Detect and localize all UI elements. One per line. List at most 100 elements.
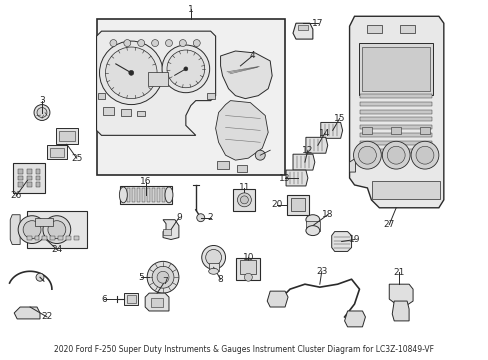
Bar [358, 43, 432, 95]
Circle shape [193, 40, 200, 46]
Circle shape [100, 41, 163, 105]
Bar [419, 127, 429, 134]
Text: 14: 14 [319, 129, 330, 138]
Bar [74, 235, 79, 239]
Polygon shape [305, 137, 327, 153]
Circle shape [244, 273, 252, 281]
Circle shape [255, 150, 264, 160]
Polygon shape [163, 220, 179, 239]
Text: 7: 7 [162, 277, 167, 286]
Bar [26, 168, 32, 174]
Circle shape [152, 266, 174, 288]
Circle shape [410, 141, 438, 169]
Bar [47, 145, 67, 159]
Bar [208, 264, 218, 271]
Bar [360, 109, 431, 113]
Circle shape [240, 196, 248, 204]
Bar [360, 133, 431, 137]
Circle shape [205, 249, 221, 265]
Circle shape [18, 216, 46, 243]
Ellipse shape [208, 268, 218, 274]
Bar [286, 195, 308, 215]
Circle shape [167, 50, 204, 88]
Bar [26, 183, 32, 188]
Polygon shape [349, 158, 355, 172]
Circle shape [162, 45, 209, 93]
Bar [35, 235, 40, 239]
Bar [18, 183, 22, 188]
Text: 20: 20 [271, 200, 282, 209]
Circle shape [110, 40, 117, 46]
Bar [390, 127, 400, 134]
Text: 2020 Ford F-250 Super Duty Instruments & Gauges Instrument Cluster Diagram for L: 2020 Ford F-250 Super Duty Instruments &… [54, 345, 433, 354]
Bar [58, 235, 63, 239]
Text: 13: 13 [279, 174, 290, 183]
Bar [360, 149, 431, 153]
Bar [360, 94, 431, 98]
Bar [216, 161, 228, 169]
Polygon shape [292, 154, 314, 170]
Polygon shape [14, 307, 40, 319]
Bar [206, 93, 214, 99]
Circle shape [415, 146, 433, 164]
Circle shape [183, 67, 187, 71]
Circle shape [358, 146, 376, 164]
Text: 22: 22 [41, 312, 52, 321]
Circle shape [43, 216, 71, 243]
Bar [102, 107, 114, 114]
Text: 16: 16 [140, 177, 152, 186]
Bar [372, 181, 439, 199]
Text: 11: 11 [238, 184, 250, 193]
Circle shape [382, 141, 409, 169]
Text: 23: 23 [315, 267, 327, 276]
Bar [96, 19, 285, 175]
Text: 21: 21 [393, 268, 404, 277]
Circle shape [105, 47, 157, 99]
Text: 10: 10 [242, 253, 254, 262]
Circle shape [196, 214, 204, 222]
Text: 6: 6 [102, 294, 107, 303]
Polygon shape [320, 122, 342, 138]
Circle shape [179, 40, 186, 46]
Circle shape [23, 221, 41, 239]
Text: 17: 17 [311, 19, 323, 28]
Bar [147, 188, 150, 202]
Bar [127, 188, 130, 202]
Bar [152, 188, 155, 202]
Bar [360, 125, 431, 129]
Circle shape [386, 146, 404, 164]
Bar [120, 186, 172, 204]
Ellipse shape [119, 187, 127, 203]
Polygon shape [145, 293, 169, 311]
Bar [151, 298, 163, 306]
Bar [290, 198, 305, 211]
Circle shape [36, 273, 44, 281]
Bar [132, 188, 135, 202]
Bar [148, 72, 168, 86]
Polygon shape [285, 170, 307, 186]
Ellipse shape [305, 215, 319, 225]
Bar [50, 235, 55, 239]
Bar [13, 163, 45, 193]
Text: 24: 24 [51, 245, 62, 254]
Polygon shape [266, 291, 287, 307]
Polygon shape [292, 23, 312, 39]
Polygon shape [220, 51, 272, 99]
Circle shape [123, 40, 130, 46]
Text: 5: 5 [138, 273, 144, 282]
Circle shape [237, 193, 251, 207]
Bar [360, 141, 431, 145]
Polygon shape [331, 231, 351, 251]
Text: 3: 3 [39, 96, 45, 105]
Circle shape [138, 40, 144, 46]
Bar [142, 188, 145, 202]
Bar [26, 235, 32, 239]
Bar [137, 111, 145, 117]
Circle shape [37, 108, 47, 117]
Text: 26: 26 [10, 192, 22, 201]
Bar [36, 176, 41, 180]
Bar [163, 229, 171, 235]
Circle shape [165, 40, 172, 46]
Bar [18, 176, 22, 180]
Bar [236, 258, 260, 280]
